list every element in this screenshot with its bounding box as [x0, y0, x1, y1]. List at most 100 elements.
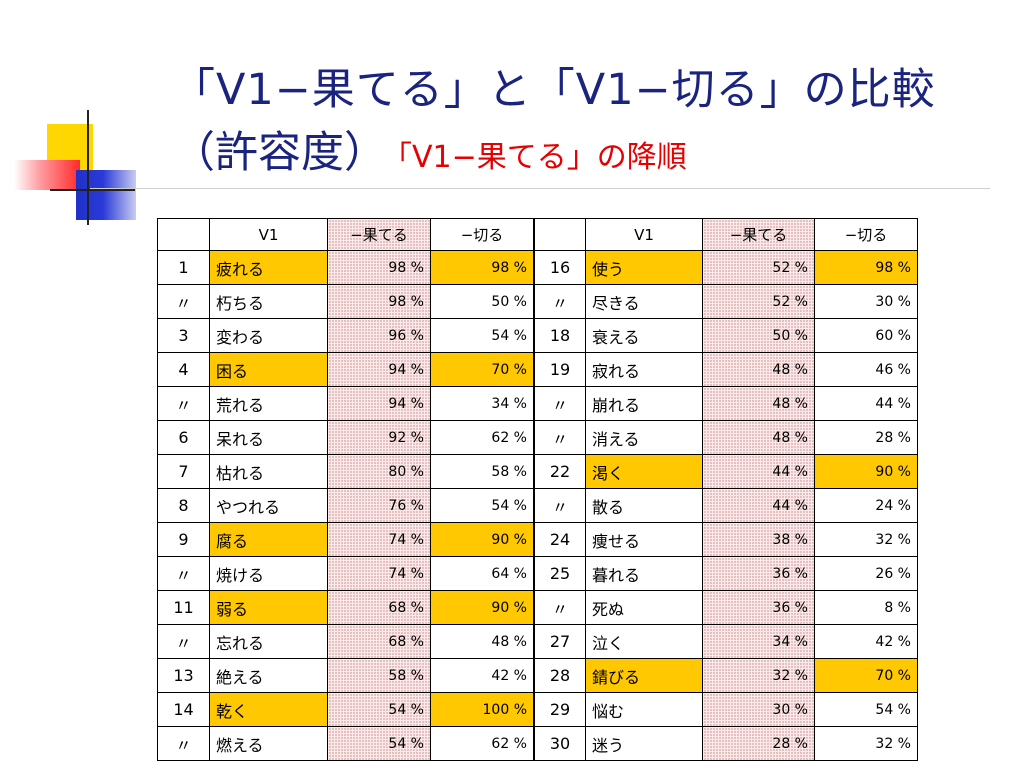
decor-red-bar [14, 160, 80, 190]
kiru-percent-cell: 8 % [814, 590, 918, 625]
kiru-percent-cell: 28 % [814, 420, 918, 455]
table-row: 8 やつれる 76 % 54 % 〃散る 44 % 24 % [157, 488, 918, 523]
verb-cell: 焼ける [209, 556, 328, 591]
rank-cell: 24 [533, 522, 586, 557]
verb-cell: 乾く [209, 692, 328, 727]
table-row: 7 枯れる 80 % 58 % 22 渇く 44 % 90 % [157, 454, 918, 489]
hateru-percent-cell: 48 % [702, 386, 815, 421]
kiru-percent-cell: 70 % [814, 658, 918, 693]
kiru-percent-cell: 98 % [430, 250, 535, 285]
rank-cell: 19 [533, 352, 586, 387]
table-row: 1 疲れる 98 % 98 % 16 使う 52 % 98 % [157, 250, 918, 285]
header-kiru: −切る [430, 218, 535, 251]
kiru-percent-cell: 34 % [430, 386, 535, 421]
table-row: 13 絶える 58 % 42 % 28 錆びる 32 % 70 % [157, 658, 918, 693]
verb-cell: 死ぬ [585, 590, 703, 625]
header-v1: V1 [585, 218, 703, 251]
hateru-percent-cell: 44 % [702, 454, 815, 489]
verb-cell: 渇く [585, 454, 703, 489]
kiru-percent-cell: 64 % [430, 556, 535, 591]
kiru-percent-cell: 30 % [814, 284, 918, 319]
verb-cell: 消える [585, 420, 703, 455]
kiru-percent-cell: 32 % [814, 522, 918, 557]
hateru-percent-cell: 94 % [327, 352, 431, 387]
hateru-percent-cell: 38 % [702, 522, 815, 557]
rank-cell: 〃 [157, 726, 210, 761]
hateru-percent-cell: 68 % [327, 590, 431, 625]
hateru-percent-cell: 48 % [702, 420, 815, 455]
hateru-percent-cell: 50 % [702, 318, 815, 353]
rank-cell: 29 [533, 692, 586, 727]
rank-cell: 9 [157, 522, 210, 557]
kiru-percent-cell: 54 % [430, 318, 535, 353]
table-row: 〃荒れる 94 % 34 % 〃崩れる 48 % 44 % [157, 386, 918, 421]
kiru-percent-cell: 48 % [430, 624, 535, 659]
header-v1: V1 [209, 218, 328, 251]
header-rank [533, 218, 586, 251]
decor-vertical-line [87, 110, 89, 225]
rank-cell: 28 [533, 658, 586, 693]
rank-cell: 11 [157, 590, 210, 625]
hateru-percent-cell: 36 % [702, 556, 815, 591]
rank-cell: 18 [533, 318, 586, 353]
hateru-percent-cell: 36 % [702, 590, 815, 625]
rank-cell: 27 [533, 624, 586, 659]
rank-cell: 14 [157, 692, 210, 727]
verb-cell: 悩む [585, 692, 703, 727]
hateru-percent-cell: 98 % [327, 284, 431, 319]
verb-cell: 困る [209, 352, 328, 387]
header-hateru: −果てる [327, 218, 431, 251]
rank-cell: 22 [533, 454, 586, 489]
hateru-percent-cell: 32 % [702, 658, 815, 693]
hateru-percent-cell: 94 % [327, 386, 431, 421]
hateru-percent-cell: 34 % [702, 624, 815, 659]
hateru-percent-cell: 76 % [327, 488, 431, 523]
verb-cell: 弱る [209, 590, 328, 625]
table-row: 〃焼ける 74 % 64 % 25 暮れる 36 % 26 % [157, 556, 918, 591]
header-hateru: −果てる [702, 218, 815, 251]
decor-horizontal-line [50, 189, 135, 191]
verb-cell: やつれる [209, 488, 328, 523]
header-kiru: −切る [814, 218, 918, 251]
hateru-percent-cell: 52 % [702, 284, 815, 319]
verb-cell: 呆れる [209, 420, 328, 455]
verb-cell: 忘れる [209, 624, 328, 659]
hateru-percent-cell: 92 % [327, 420, 431, 455]
hateru-percent-cell: 74 % [327, 522, 431, 557]
rank-cell: 〃 [533, 420, 586, 455]
hateru-percent-cell: 68 % [327, 624, 431, 659]
rank-cell: 〃 [157, 284, 210, 319]
subtitle-main: （許容度） [172, 128, 387, 178]
kiru-percent-cell: 50 % [430, 284, 535, 319]
table-row: 3 変わる 96 % 54 % 18 衰える 50 % 60 % [157, 318, 918, 353]
table-row: 6 呆れる 92 % 62 % 〃消える 48 % 28 % [157, 420, 918, 455]
verb-cell: 散る [585, 488, 703, 523]
rank-cell: 30 [533, 726, 586, 761]
kiru-percent-cell: 60 % [814, 318, 918, 353]
kiru-percent-cell: 32 % [814, 726, 918, 761]
title-divider [90, 188, 990, 189]
kiru-percent-cell: 90 % [430, 590, 535, 625]
header-rank [157, 218, 210, 251]
hateru-percent-cell: 54 % [327, 692, 431, 727]
verb-cell: 枯れる [209, 454, 328, 489]
hateru-percent-cell: 96 % [327, 318, 431, 353]
verb-cell: 絶える [209, 658, 328, 693]
hateru-percent-cell: 74 % [327, 556, 431, 591]
kiru-percent-cell: 62 % [430, 420, 535, 455]
verb-cell: 迷う [585, 726, 703, 761]
table-row: 11 弱る 68 % 90 % 〃死ぬ 36 % 8 % [157, 590, 918, 625]
hateru-percent-cell: 30 % [702, 692, 815, 727]
hateru-percent-cell: 58 % [327, 658, 431, 693]
kiru-percent-cell: 26 % [814, 556, 918, 591]
table-header-row: V1 −果てる −切る V1 −果てる −切る [157, 218, 918, 251]
verb-cell: 使う [585, 250, 703, 285]
kiru-percent-cell: 54 % [430, 488, 535, 523]
table-row: 4 困る 94 % 70 % 19 寂れる 48 % 46 % [157, 352, 918, 387]
rank-cell: 〃 [157, 386, 210, 421]
hateru-percent-cell: 44 % [702, 488, 815, 523]
hateru-percent-cell: 28 % [702, 726, 815, 761]
kiru-percent-cell: 98 % [814, 250, 918, 285]
rank-cell: 7 [157, 454, 210, 489]
table-row: 〃忘れる 68 % 48 % 27 泣く 34 % 42 % [157, 624, 918, 659]
